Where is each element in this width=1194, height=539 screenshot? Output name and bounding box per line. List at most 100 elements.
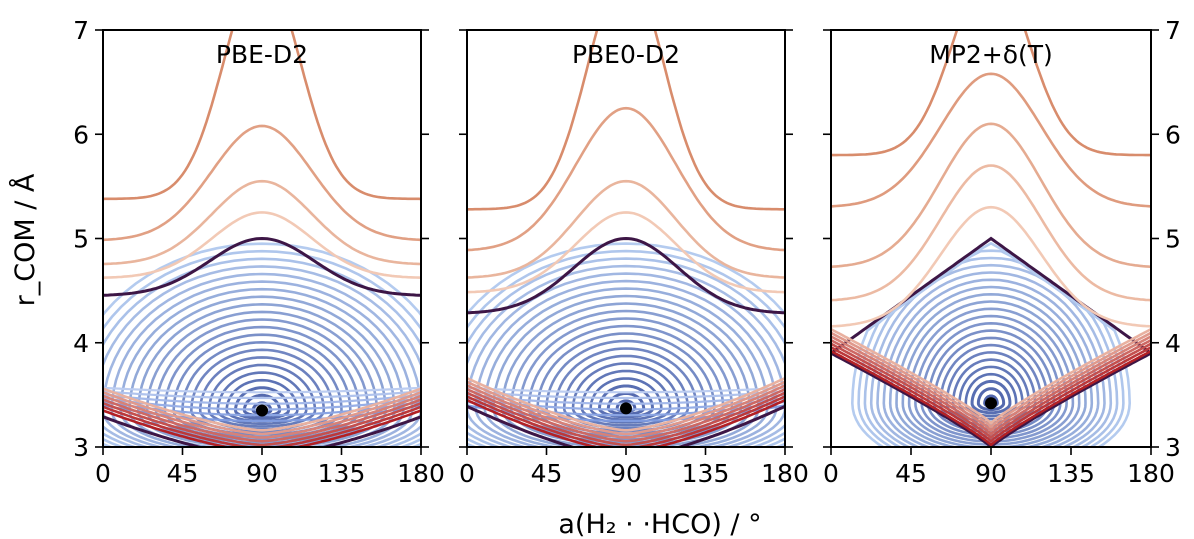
contour-attractive-open xyxy=(103,390,421,400)
contour-outer xyxy=(831,122,1151,269)
x-tick-label: 135 xyxy=(318,459,366,488)
plot-area-1 xyxy=(103,30,421,447)
contour-attractive-open xyxy=(467,390,785,400)
contour-attractive xyxy=(216,371,308,426)
contour-outer xyxy=(467,106,785,252)
contour-attractive xyxy=(888,285,1094,447)
contour-attractive xyxy=(467,257,785,447)
contour-outer xyxy=(831,164,1151,302)
contour-attractive xyxy=(467,242,785,447)
y-tick-label-left: 3 xyxy=(73,433,89,462)
x-tick-label: 45 xyxy=(895,459,927,488)
contour-attractive xyxy=(207,363,317,428)
contour-attractive xyxy=(467,249,785,447)
contour-repulsive-wall xyxy=(467,395,785,447)
x-tick-label: 180 xyxy=(761,459,809,488)
y-tick-label-left: 4 xyxy=(73,329,89,358)
plot-area-2 xyxy=(467,30,785,447)
contour-attractive xyxy=(976,387,1006,412)
x-tick-label: 0 xyxy=(459,459,475,488)
contour-attractive-open xyxy=(467,386,785,394)
x-tick-label: 90 xyxy=(246,459,278,488)
contour-attractive xyxy=(882,278,1100,447)
y-tick-label-left: 7 xyxy=(73,16,89,45)
contour-repulsive-wall xyxy=(467,391,785,447)
panel-title: PBE0-D2 xyxy=(572,40,680,69)
contour-repulsive-wall xyxy=(831,338,1151,436)
panel-2: 0 45 90 135 180 PBE0-D2 xyxy=(459,29,809,488)
contour-attractive xyxy=(467,264,785,447)
y-tick-label-left: 5 xyxy=(73,225,89,254)
y-tick-label-right: 3 xyxy=(1165,433,1181,462)
contour-repulsive-wall xyxy=(467,398,785,447)
contour-zero-lower xyxy=(103,415,421,447)
contour-outer xyxy=(103,211,421,279)
contour-repulsive-wall xyxy=(467,377,785,432)
contour-repulsive-wall xyxy=(467,384,785,439)
x-tick-label: 135 xyxy=(682,459,730,488)
contour-attractive xyxy=(103,272,421,447)
contour-repulsive-wall xyxy=(467,387,785,443)
contour-attractive xyxy=(850,241,1132,447)
contour-repulsive-wall xyxy=(103,401,421,447)
contour-attractive xyxy=(901,300,1081,447)
contour-repulsive-wall xyxy=(831,349,1151,447)
contour-attractive xyxy=(467,272,785,447)
panel-title: PBE-D2 xyxy=(216,40,308,69)
y-tick-label-right: 5 xyxy=(1165,225,1181,254)
contour-attractive xyxy=(233,386,291,421)
minimum-marker xyxy=(620,402,632,415)
contour-repulsive-wall xyxy=(831,346,1151,444)
contour-outer xyxy=(831,72,1151,208)
contour-repulsive-wall xyxy=(831,331,1151,429)
x-tick-label: 135 xyxy=(1047,459,1095,488)
contour-attractive xyxy=(970,379,1012,415)
x-axis-label: a(H₂ · ·HCO) / ° xyxy=(558,509,761,539)
contour-attractive xyxy=(907,307,1075,446)
contour-attractive xyxy=(103,265,421,447)
contour-zero-upper xyxy=(103,236,421,297)
x-tick-label: 90 xyxy=(975,459,1007,488)
contour-attractive xyxy=(876,271,1106,447)
minimum-marker xyxy=(985,397,997,410)
contour-attractive xyxy=(103,257,421,447)
contour-outer xyxy=(467,211,785,294)
y-tick-label-right: 6 xyxy=(1165,120,1181,149)
x-tick-label: 45 xyxy=(167,459,199,488)
x-tick-label: 180 xyxy=(1127,459,1175,488)
contour-repulsive-wall xyxy=(103,391,421,436)
contour-repulsive-wall xyxy=(103,387,421,432)
contour-outer xyxy=(831,30,1151,157)
contour-attractive xyxy=(103,249,421,447)
contour-outer xyxy=(467,179,785,279)
contour-attractive xyxy=(895,292,1087,447)
x-tick-label: 45 xyxy=(531,459,563,488)
contour-attractive xyxy=(914,314,1068,443)
plot-area-3 xyxy=(831,30,1151,447)
contour-attractive xyxy=(958,365,1024,421)
contour-zero-upper xyxy=(831,236,1151,447)
x-tick-label: 0 xyxy=(95,459,111,488)
x-tick-label: 180 xyxy=(397,459,445,488)
x-tick-label: 0 xyxy=(823,459,839,488)
contour-repulsive-wall xyxy=(831,328,1151,425)
contour-zero-upper xyxy=(467,236,785,315)
contour-repulsive-wall xyxy=(831,335,1151,433)
contour-repulsive-wall xyxy=(103,398,421,443)
panel-title: MP2+δ(T) xyxy=(929,40,1053,69)
contour-repulsive-wall xyxy=(831,342,1151,440)
contour-outer xyxy=(103,30,421,201)
contour-attractive xyxy=(474,279,778,447)
x-tick-label: 90 xyxy=(610,459,642,488)
contour-outer xyxy=(467,30,785,211)
contour-attractive xyxy=(103,242,421,447)
y-axis-label: r_COM / Å xyxy=(9,173,41,306)
contour-repulsive-wall xyxy=(103,394,421,439)
contour-outer xyxy=(103,124,421,242)
contour-zero-lower xyxy=(467,404,785,447)
contour-outer xyxy=(103,179,421,266)
y-tick-label-right: 4 xyxy=(1165,329,1181,358)
